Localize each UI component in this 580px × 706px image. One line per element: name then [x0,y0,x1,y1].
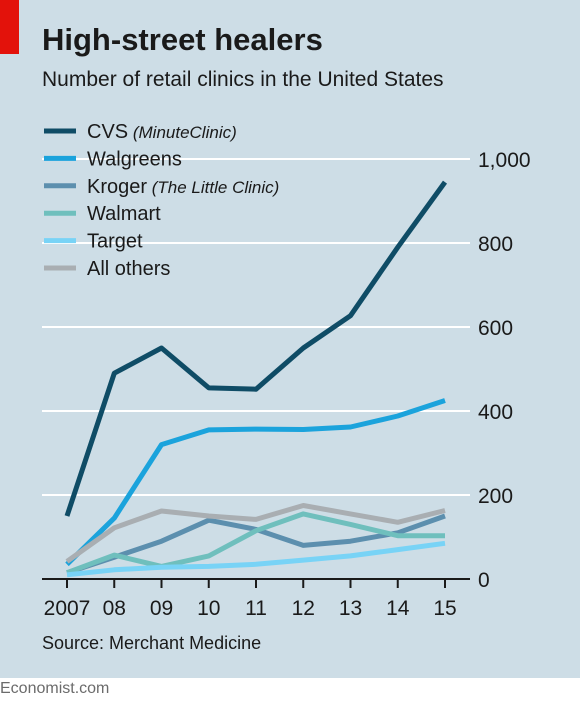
y-tick-label: 600 [478,317,513,340]
brand-footer: Economist.com [0,680,110,697]
series-line-target [66,540,446,578]
line-chart: CVS (MinuteClinic) Walgreens Kroger (The L… [42,121,531,620]
source-note: Source: Merchant Medicine [42,633,262,653]
series-lines [64,180,448,578]
x-tick-label: 2007 [44,597,91,620]
x-tick-label: 08 [103,597,126,620]
legend: CVS (MinuteClinic) Walgreens Kroger (The L… [44,121,279,280]
legend-label: Kroger (The Little Clinic) [87,176,279,198]
series-line-walmart [66,511,445,576]
x-tick-label: 11 [245,597,267,620]
series-line-cvs [64,180,448,517]
series-line-all-others [65,503,446,564]
y-tick-labels: 0 200 400 600 800 1,000 [478,149,531,592]
y-tick-label: 200 [478,485,513,508]
x-tick-label: 09 [150,597,173,620]
legend-label: All others [87,258,170,280]
x-tick-label: 10 [197,597,220,620]
x-tick-label: 14 [386,597,410,620]
legend-label: Walgreens [87,148,182,170]
legend-label: CVS (MinuteClinic) [87,121,237,143]
legend-label: Walmart [87,203,161,225]
y-tick-label: 800 [478,233,513,256]
x-tick-label: 12 [292,597,315,620]
x-tick-label: 13 [339,597,362,620]
y-tick-label: 400 [478,401,513,424]
x-tick-label: 15 [433,597,456,620]
series-line-walgreens [65,398,446,567]
chart-title: High-street healers [42,22,323,57]
x-tick-labels: 2007 08 09 10 11 12 13 14 15 [44,579,457,620]
legend-label: Target [87,231,143,253]
y-tick-label: 0 [478,569,490,592]
y-tick-label: 1,000 [478,149,531,172]
chart-subtitle: Number of retail clinics in the United S… [42,68,444,91]
brand-red-tab [0,0,19,54]
